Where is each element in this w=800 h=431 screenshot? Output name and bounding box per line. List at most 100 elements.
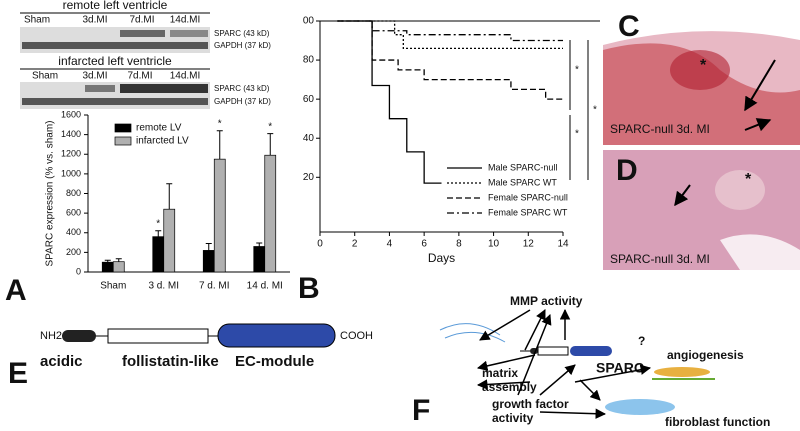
domain	[107, 328, 209, 344]
legend-label: Male SPARC-null	[488, 162, 557, 172]
x-tick-label: 4	[387, 239, 393, 250]
bracket	[569, 40, 589, 180]
y-tick-label: 1600	[61, 109, 81, 119]
annotation: *	[218, 118, 222, 129]
y-tick-label: 40	[303, 133, 315, 144]
y-tick-label: 0	[76, 266, 81, 276]
blot-label: SPARC (43 kD)	[214, 84, 270, 93]
panel-label: B	[298, 272, 320, 305]
legend-swatch	[114, 123, 132, 133]
domain-label: follistatin-like	[122, 353, 219, 370]
y-tick-label: 00	[303, 16, 315, 27]
survival-line	[337, 20, 563, 42]
lane-label: 3d.MI	[82, 15, 107, 26]
lane-label: 7d.MI	[127, 71, 152, 82]
x-tick-label: 14 d. MI	[247, 281, 283, 292]
y-tick-label: 1000	[61, 168, 81, 178]
scheme-label: MMP activity	[510, 294, 583, 308]
scheme-label: ?	[638, 334, 645, 348]
y-tick-label: 80	[303, 55, 315, 66]
error-bar	[115, 258, 122, 262]
legend-label: Female SPARC WT	[488, 207, 568, 217]
legend-swatch	[114, 136, 132, 146]
panel-label: C	[618, 10, 640, 43]
annotation: *	[593, 105, 597, 116]
panel-label: E	[8, 357, 28, 390]
x-tick-label: 6	[421, 239, 427, 250]
lane-label: Sham	[24, 15, 50, 26]
domain-label: acidic	[40, 353, 83, 370]
western-blot: remote left ventricle Sham 3d.MI 7d.MI 1…	[20, 0, 271, 109]
bar	[213, 158, 226, 273]
bar	[264, 154, 277, 273]
y-tick-label: 600	[66, 208, 81, 218]
blot-label: GAPDH (37 kD)	[214, 41, 271, 50]
bar	[253, 246, 266, 273]
y-tick-label: 20	[303, 172, 315, 183]
domain-terminus: NH2	[40, 330, 62, 342]
annotation: *	[156, 218, 160, 229]
bar	[202, 250, 215, 273]
y-tick-label: 200	[66, 247, 81, 257]
blot-label: SPARC (43 kD)	[214, 29, 270, 38]
bar	[101, 261, 114, 273]
panel-label: D	[616, 154, 638, 187]
x-tick-label: 10	[488, 239, 500, 250]
panel-label: A	[5, 274, 27, 307]
lane-label: 14d.MI	[170, 15, 201, 26]
x-tick-label: 8	[456, 239, 462, 250]
error-bar	[104, 259, 111, 263]
blot-label: GAPDH (37 kD)	[214, 97, 271, 106]
bar	[112, 261, 125, 273]
scheme-label: activity	[492, 411, 534, 425]
x-axis-label: Days	[428, 251, 455, 265]
survival-line	[337, 20, 563, 100]
legend-label: infarcted LV	[136, 136, 189, 147]
x-tick-label: 12	[523, 239, 535, 250]
legend-label: Female SPARC-null	[488, 192, 568, 202]
image-caption: SPARC-null 3d. MI	[610, 122, 710, 136]
error-bar	[256, 242, 263, 247]
survival-line	[337, 20, 442, 184]
error-bar	[155, 230, 162, 237]
legend-label: remote LV	[136, 123, 182, 134]
x-tick-label: 14	[557, 239, 569, 250]
domain	[62, 330, 96, 342]
bar	[163, 208, 176, 273]
blot-title: infarcted left ventricle	[58, 54, 172, 68]
blot-title: remote left ventricle	[63, 0, 168, 12]
x-tick-label: 0	[317, 239, 323, 250]
annotation: *	[575, 129, 579, 140]
lane-label: Sham	[32, 71, 58, 82]
error-bar	[216, 130, 223, 160]
scheme-label: matrix	[482, 366, 518, 380]
annotation: *	[268, 121, 272, 132]
y-tick-label: 1200	[61, 149, 81, 159]
panel-label: F	[412, 394, 430, 427]
y-axis-label: SPARC expression (% vs. sham)	[45, 121, 56, 267]
lane-label: 14d.MI	[170, 71, 201, 82]
domain-label: EC-module	[235, 353, 314, 370]
y-tick-label: 60	[303, 94, 315, 105]
x-tick-label: 3 d. MI	[148, 281, 179, 292]
y-tick-label: 400	[66, 227, 81, 237]
x-tick-label: 2	[352, 239, 358, 250]
scheme-label: growth factor	[492, 397, 569, 411]
bar	[152, 236, 165, 273]
legend-label: Male SPARC WT	[488, 177, 557, 187]
x-tick-label: Sham	[100, 281, 126, 292]
y-tick-label: 800	[66, 188, 81, 198]
annotation: *	[575, 65, 579, 76]
image-caption: SPARC-null 3d. MI	[610, 252, 710, 266]
domain	[217, 323, 336, 348]
domain-terminus: COOH	[340, 330, 373, 342]
error-bar	[267, 133, 274, 156]
lane-label: 7d.MI	[129, 15, 154, 26]
scheme-label: fibroblast function	[665, 415, 770, 429]
error-bar	[166, 183, 173, 210]
marker: *	[700, 57, 707, 74]
lane-label: 3d.MI	[82, 71, 107, 82]
y-tick-label: 1400	[61, 129, 81, 139]
error-bar	[205, 243, 212, 251]
